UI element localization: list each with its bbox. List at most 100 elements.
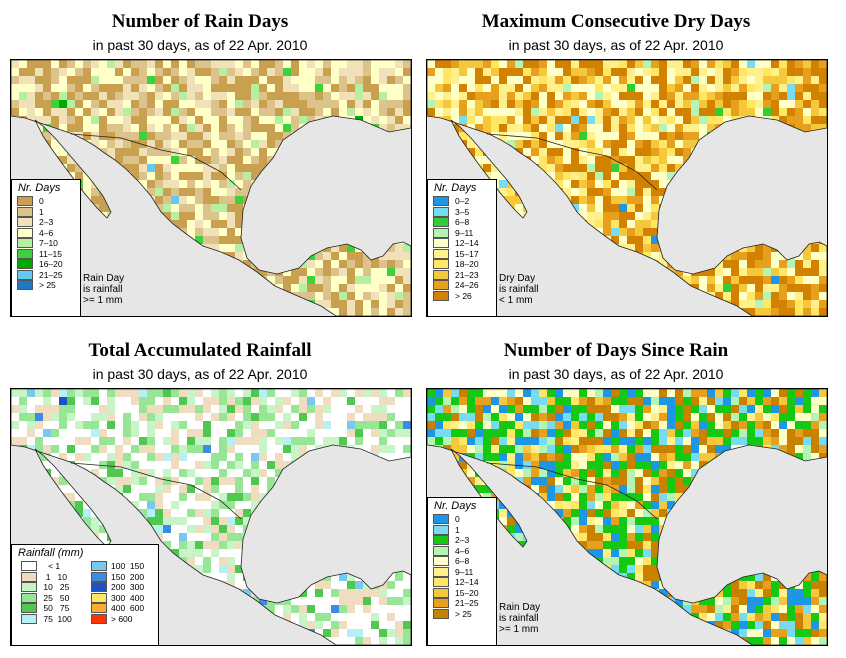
map-rain-days: Nr. Days 0 1 2–3 4–6 7–10 11–15 16–20 21–25 > 25… [10, 59, 412, 317]
legend-entry: 21–25 [12, 269, 80, 281]
panel-days-since-rain: Number of Days Since Rain in past 30 day… [416, 329, 836, 647]
chart-title: Total Accumulated Rainfall [88, 340, 312, 361]
legend-label: 100 150 [111, 561, 145, 572]
legend-entry: 0 [428, 514, 496, 525]
legend-swatch [433, 545, 449, 556]
legend-entry: 4–6 [12, 227, 80, 239]
legend-label: 1 10 [41, 571, 67, 582]
legend-entry: 18–20 [428, 259, 496, 270]
coastline [11, 60, 411, 316]
panel-accumulated-rainfall: Total Accumulated Rainfall in past 30 da… [0, 329, 420, 647]
legend-label: > 26 [455, 290, 472, 301]
map-dry-days: Nr. Days 0–2 3–5 6–8 9–11 12–14 15–17 18–20 21–… [426, 59, 828, 317]
legend-swatch [21, 592, 37, 603]
legend-entry: 10 25 [16, 582, 86, 593]
legend-label: 16–20 [39, 259, 63, 270]
panel-dry-days: Maximum Consecutive Dry Days in past 30 … [416, 0, 836, 318]
legend-entry: 21–25 [428, 598, 496, 609]
legend-label: 21–25 [39, 269, 63, 280]
legend-label: 9–11 [455, 227, 474, 238]
legend-label: 4–6 [39, 227, 54, 238]
note-line: >= 1 mm [83, 295, 123, 306]
legend-title: Nr. Days [434, 182, 477, 194]
map-canvas [427, 389, 827, 645]
legend-label: 300 400 [111, 592, 145, 603]
note-line: < 1 mm [499, 295, 533, 306]
legend-label: 1 [39, 206, 44, 217]
note-line: is rainfall [499, 613, 539, 624]
legend-swatch [433, 217, 449, 228]
legend-entry: 12–14 [428, 577, 496, 588]
legend-swatch [433, 206, 449, 217]
legend-label: > 25 [455, 608, 472, 619]
legend-label: 7–10 [39, 238, 58, 249]
legend-label: 9–11 [455, 566, 474, 577]
legend: Nr. Days 0–2 3–5 6–8 9–11 12–14 15–17 18–20 21–… [427, 179, 497, 316]
legend: Rainfall (mm) < 1 1 10 10 25 25 50 50 75… [11, 544, 159, 645]
legend-swatch [433, 524, 449, 535]
note-line: >= 1 mm [499, 624, 539, 635]
legend-entry: 21–23 [428, 269, 496, 281]
legend-rows: 0–2 3–5 6–8 9–11 12–14 15–17 18–20 21–23 24–26 > … [428, 196, 496, 301]
legend-swatch [433, 290, 449, 301]
legend-entry: 0–2 [428, 196, 496, 207]
legend-entry: 4–6 [428, 545, 496, 557]
border-line [486, 462, 658, 520]
legend-label: 6–8 [455, 217, 470, 228]
border-line [486, 133, 658, 191]
legend-label: 15–20 [455, 587, 479, 598]
legend-label: 2–3 [455, 535, 470, 546]
legend-swatch [433, 566, 449, 577]
legend-entry: > 600 [86, 613, 156, 625]
legend-entry: 6–8 [428, 217, 496, 228]
legend-swatch [21, 561, 37, 572]
legend-swatch [433, 227, 449, 238]
legend-entry: 11–15 [12, 248, 80, 260]
legend-label: 2–3 [39, 217, 54, 228]
legend-label: 50 75 [41, 603, 70, 614]
legend-swatch [17, 238, 33, 249]
panel-rain-days: Number of Rain Days in past 30 days, as … [0, 0, 420, 318]
legend-entry: 24–26 [428, 280, 496, 291]
map-days-since-rain: Nr. Days 0 1 2–3 4–6 6–8 9–11 12–14 15–20 21–25 >… [426, 388, 828, 646]
legend-swatch [433, 587, 449, 598]
chart-title: Number of Rain Days [111, 11, 289, 32]
legend-swatch [91, 582, 107, 593]
chart-subtitle: in past 30 days, as of 22 Apr. 2010 [92, 366, 308, 382]
legend-swatch [21, 571, 37, 582]
chart-subtitle: in past 30 days, as of 22 Apr. 2010 [508, 37, 724, 53]
coastline [450, 119, 528, 219]
legend-swatch [91, 592, 107, 603]
legend-label: 0 [39, 196, 44, 207]
legend-label: 12–14 [455, 577, 479, 588]
coastline [450, 448, 528, 548]
legend-entry: 2–3 [12, 217, 80, 228]
legend-swatch [21, 582, 37, 593]
legend-swatch [433, 269, 449, 280]
legend-swatch [91, 603, 107, 614]
legend-label: 21–23 [455, 269, 479, 280]
coastline [427, 389, 827, 645]
legend-label: 12–14 [455, 238, 479, 249]
legend-swatch [17, 227, 33, 238]
chart-title: Maximum Consecutive Dry Days [481, 11, 751, 32]
legend-entry: 6–8 [428, 556, 496, 567]
legend-entry: 12–14 [428, 238, 496, 249]
legend-label: 24–26 [455, 280, 479, 291]
coastline [427, 60, 827, 316]
legend-swatch [17, 248, 33, 259]
legend-swatch [91, 571, 107, 582]
legend-entry: 3–5 [428, 206, 496, 218]
legend-entry: 2–3 [428, 535, 496, 546]
legend-label: 0–2 [455, 196, 470, 207]
legend-label: > 600 [111, 613, 133, 624]
legend-entry: 50 75 [16, 603, 86, 614]
chart-subtitle: in past 30 days, as of 22 Apr. 2010 [508, 366, 724, 382]
legend-entry: > 25 [428, 608, 496, 620]
legend-swatch [91, 613, 107, 624]
legend-label: 400 600 [111, 603, 145, 614]
legend-entry: 9–11 [428, 566, 496, 578]
legend-entry: 200 300 [86, 582, 156, 593]
legend-label: 1 [455, 524, 460, 535]
legend-swatch [21, 603, 37, 614]
